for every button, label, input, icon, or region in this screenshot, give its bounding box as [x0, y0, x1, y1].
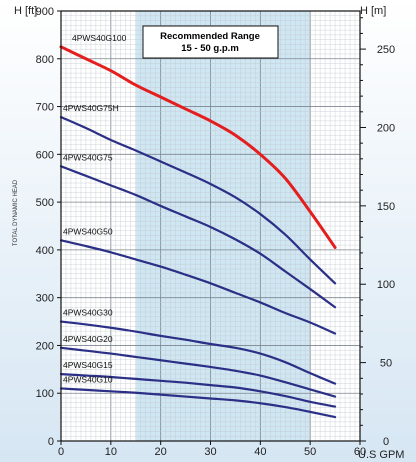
y-right-tick-label: 0 [383, 436, 389, 448]
series-line-4pws40g75h [59, 115, 337, 285]
series-label-4pws40g100: 4PWS40G100 [72, 33, 127, 43]
series-label-4pws40g50: 4PWS40G50 [63, 226, 113, 236]
y-left-tick-label: 900 [36, 6, 54, 18]
y-left-tick-label: 700 [36, 102, 54, 114]
x-tick-label: 50 [304, 446, 316, 458]
series-label-4pws40g15: 4PWS40G15 [63, 360, 113, 370]
recommended-range-frame [142, 25, 279, 59]
recommended-range-title: Recommended Range [160, 31, 260, 42]
y-right-tick-label: 250 [377, 44, 395, 56]
series-label-4pws40g10: 4PWS40G10 [63, 374, 113, 384]
y-left-tick-label: 400 [36, 245, 54, 257]
y-left-tick-label: 300 [36, 293, 54, 305]
y-left-tick-label: 500 [36, 197, 54, 209]
x-tick-label: 60 [354, 446, 366, 458]
x-tick-label: 40 [254, 446, 266, 458]
recommended-range-box: Recommended Range 15 - 50 g.p.m [142, 25, 279, 59]
series-line-4pws40g20 [59, 346, 337, 398]
x-tick-label: 20 [155, 446, 167, 458]
y-left-tick-label: 200 [36, 340, 54, 352]
series-line-4pws40g30 [59, 320, 337, 385]
series-line-4pws40g10 [59, 387, 337, 419]
x-unit-label: U.S GPM [358, 449, 404, 461]
y-right-tick-label: 50 [380, 358, 392, 370]
series-line-4pws40g75 [59, 165, 337, 309]
y-left-axis-title: H [ft] [14, 5, 37, 17]
y-right-tick-label: 200 [377, 122, 395, 134]
series-label-4pws40g75: 4PWS40G75 [63, 152, 113, 162]
y-right-tick-label: 150 [377, 201, 395, 213]
y-right-tick-label: 100 [377, 279, 395, 291]
y-left-tick-label: 600 [36, 149, 54, 161]
series-label-4pws40g30: 4PWS40G30 [63, 308, 113, 318]
x-tick-label: 10 [105, 446, 117, 458]
series-label-4pws40g75h: 4PWS40G75H [63, 103, 119, 113]
recommended-range-subtitle: 15 - 50 g.p.m [181, 43, 239, 54]
total-dynamic-head-label: TOTAL DYNAMIC HEAD [13, 179, 19, 246]
series-label-4pws40g20: 4PWS40G20 [63, 334, 113, 344]
y-right-axis-title: H [m] [360, 5, 386, 17]
y-left-tick-label: 800 [36, 54, 54, 66]
series-line-4pws40g50 [59, 239, 337, 335]
x-tick-label: 30 [204, 446, 216, 458]
x-tick-label: 0 [58, 446, 64, 458]
y-left-tick-label: 100 [36, 388, 54, 400]
series-line-4pws40g15 [59, 373, 337, 408]
series-line-4pws40g100 [59, 45, 337, 249]
y-left-tick-label: 0 [48, 436, 54, 448]
